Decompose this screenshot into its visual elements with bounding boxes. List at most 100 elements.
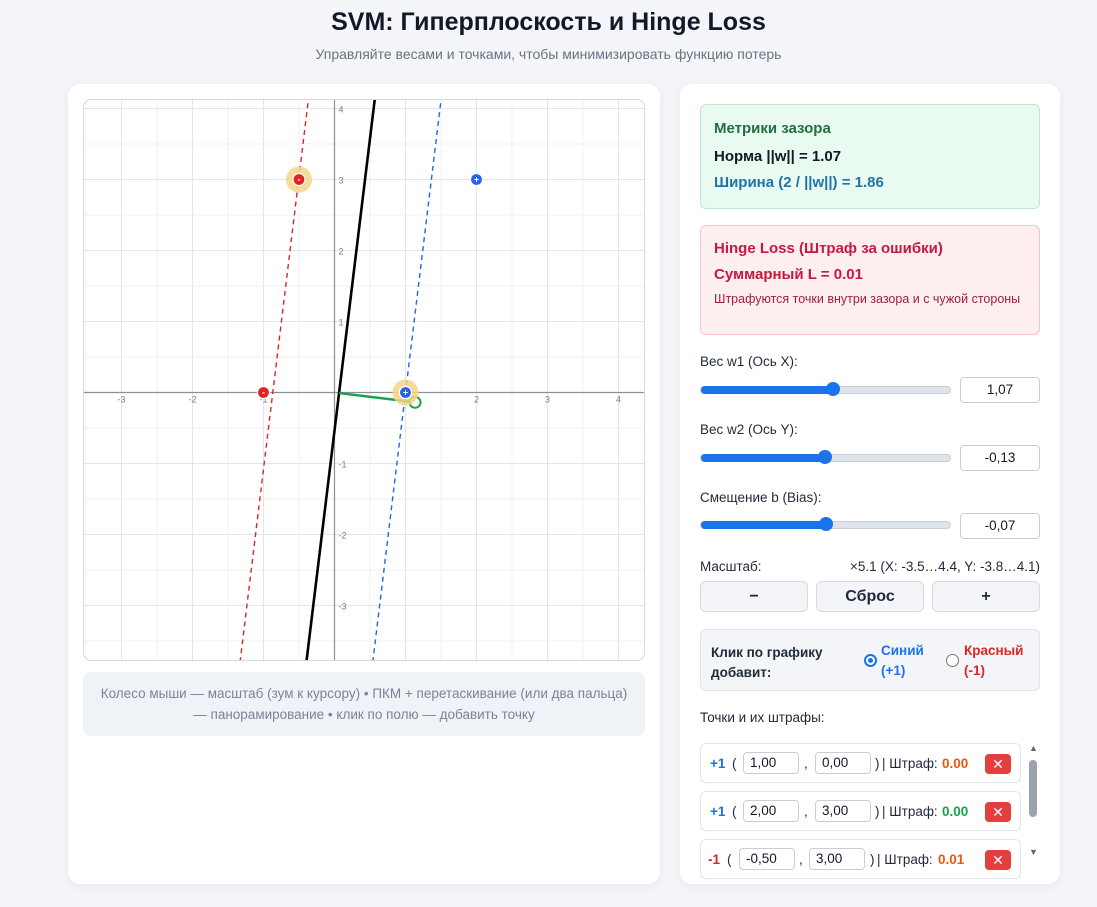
bias-slider[interactable]	[700, 517, 951, 531]
bias-input[interactable]: -0,07	[960, 513, 1040, 539]
data-points[interactable]: + + - -	[256, 166, 484, 406]
margin-metrics-box: Метрики зазора Норма ||w|| = 1.07 Ширина…	[700, 104, 1040, 209]
open-paren: (	[732, 756, 737, 771]
point-x-input[interactable]: -0,50	[739, 848, 795, 870]
blue-class-label[interactable]: Синий (+1)	[881, 643, 924, 678]
w2-input[interactable]: -0,13	[960, 445, 1040, 471]
bias-slider-fill	[701, 521, 826, 529]
zoom-in-button[interactable]: +	[932, 581, 1040, 612]
y-tick-label: -3	[339, 602, 347, 612]
controls-card: Метрики зазора Норма ||w|| = 1.07 Ширина…	[680, 84, 1060, 884]
scroll-up-arrow-icon[interactable]: ▲	[1029, 743, 1038, 753]
red-class-label[interactable]: Красный (-1)	[964, 643, 1024, 678]
zoom-out-button[interactable]: −	[700, 581, 808, 612]
y-tick-label: 4	[339, 105, 344, 115]
plot-card: -3-2-112344321-1-2-3 ++-- Колесо мыши — …	[68, 84, 660, 884]
red-class-radio[interactable]	[946, 654, 959, 667]
point-y-input[interactable]: 3,00	[815, 800, 871, 822]
delete-point-button[interactable]: ✕	[985, 802, 1011, 822]
metrics-title: Метрики зазора	[714, 120, 831, 137]
point-row: +1 (2,00, 3,00) | Штраф: 0.00 ✕	[700, 791, 1021, 831]
svm-plot[interactable]: -3-2-112344321-1-2-3 ++--	[84, 100, 645, 661]
x-tick-label: 4	[616, 395, 621, 405]
points-list[interactable]: +1(1,00, 0,00) | Штраф: 0.00 ✕ +1(2,00, 3,00) |…	[700, 743, 1041, 884]
comma: ,	[804, 804, 808, 819]
w1-slider-thumb[interactable]	[825, 382, 840, 396]
point-y-input[interactable]: 3,00	[809, 848, 865, 870]
w2-slider[interactable]	[700, 450, 951, 464]
axes	[84, 100, 644, 660]
w2-label: Вес w2 (Ось Y):	[700, 422, 798, 437]
w1-slider[interactable]	[700, 382, 951, 396]
penalty-value: 0.00	[942, 804, 969, 819]
hinge-loss-box: Hinge Loss (Штраф за ошибки) Суммарный L…	[700, 225, 1040, 335]
close-paren: )	[875, 756, 880, 771]
negative-point[interactable]: -	[286, 166, 312, 193]
delete-point-button[interactable]: ✕	[985, 850, 1011, 870]
point-x-input[interactable]: 1,00	[743, 752, 799, 774]
comma: ,	[799, 852, 803, 867]
x-tick-label: -2	[188, 395, 196, 405]
page-title: SVM: Гиперплоскость и Hinge Loss	[331, 8, 766, 36]
point-symbol: -	[298, 175, 301, 185]
close-icon: ✕	[992, 804, 1004, 820]
scroll-thumb[interactable]	[1029, 760, 1037, 817]
penalty-value: 0.01	[938, 852, 965, 867]
penalty-label: | Штраф:	[882, 756, 938, 771]
w1-input[interactable]: 1,07	[960, 377, 1040, 403]
close-icon: ✕	[992, 852, 1004, 868]
bias-label: Смещение b (Bias):	[700, 490, 822, 505]
total-loss-value: Суммарный L = 0.01	[714, 266, 863, 283]
x-tick-label: 3	[545, 395, 550, 405]
close-icon: ✕	[992, 756, 1004, 772]
loss-description: Штрафуются точки внутри зазора и с чужой…	[714, 292, 1021, 306]
scroll-down-arrow-icon[interactable]: ▼	[1029, 847, 1038, 857]
point-class-label: +1	[710, 756, 726, 771]
y-tick-label: 1	[339, 318, 344, 328]
page-subtitle: Управляйте весами и точками, чтобы миним…	[315, 46, 782, 62]
positive-point[interactable]: +	[469, 172, 484, 187]
x-tick-label: 2	[474, 395, 479, 405]
positive-point[interactable]: +	[392, 379, 419, 406]
point-symbol: +	[474, 175, 479, 185]
point-marker[interactable]	[469, 172, 484, 187]
point-class-label: +1	[710, 804, 726, 819]
point-row: +1 (1,00, 0,00) | Штраф: 0.00 ✕	[700, 743, 1021, 783]
penalty-label: | Штраф:	[882, 804, 938, 819]
zoom-info: ×5.1 (X: -3.5…4.4, Y: -3.8…4.1)	[850, 559, 1040, 574]
add-class-label: Клик по графику добавит:	[711, 645, 823, 680]
point-symbol: -	[262, 388, 265, 398]
plot-area[interactable]: -3-2-112344321-1-2-3 ++--	[83, 99, 645, 661]
margin-width-value: Ширина (2 / ||w||) = 1.86	[714, 174, 884, 191]
penalty-value: 0.00	[942, 756, 969, 771]
point-marker[interactable]	[292, 172, 306, 187]
point-x-input[interactable]: 2,00	[743, 800, 799, 822]
open-paren: (	[727, 852, 732, 867]
comma: ,	[804, 756, 808, 771]
point-marker[interactable]	[256, 385, 271, 400]
blue-class-radio[interactable]	[864, 654, 877, 667]
point-symbol: +	[403, 388, 408, 398]
weight-norm-value: Норма ||w|| = 1.07	[714, 148, 842, 165]
point-class-label: -1	[708, 852, 721, 867]
points-scrollbar[interactable]: ▲ ▼	[1026, 743, 1040, 863]
interaction-hint: Колесо мыши — масштаб (зум к курсору) • …	[83, 672, 645, 736]
negative-point[interactable]: -	[256, 385, 271, 400]
zoom-label: Масштаб:	[700, 559, 762, 574]
w1-slider-fill	[701, 386, 833, 394]
w2-slider-thumb[interactable]	[818, 450, 833, 464]
w1-label: Вес w1 (Ось X):	[700, 354, 798, 369]
delete-point-button[interactable]: ✕	[985, 754, 1011, 774]
point-y-input[interactable]: 0,00	[815, 752, 871, 774]
point-row: -1 (-0,50, 3,00) | Штраф: 0.01 ✕	[700, 839, 1021, 879]
y-tick-label: -2	[339, 531, 347, 541]
x-tick-label: -1	[259, 395, 267, 405]
zoom-reset-button[interactable]: Сброс	[816, 581, 924, 612]
grid	[84, 100, 644, 660]
close-paren: )	[870, 852, 875, 867]
points-title: Точки и их штрафы:	[700, 710, 825, 725]
open-paren: (	[732, 804, 737, 819]
y-tick-label: 3	[339, 176, 344, 186]
point-marker[interactable]	[398, 385, 413, 400]
bias-slider-thumb[interactable]	[818, 517, 833, 531]
